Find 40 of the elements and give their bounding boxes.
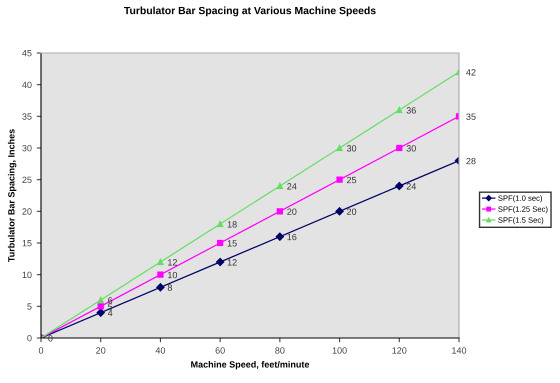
data-label: 24 (406, 183, 416, 190)
y-tick-label: 10 (22, 272, 32, 278)
y-tick-label: 45 (22, 50, 32, 56)
x-tick-label: 120 (392, 347, 406, 354)
x-tick-label: 40 (156, 347, 166, 354)
x-tick-label: 0 (38, 347, 44, 354)
chart-title: Turbulator Bar Spacing at Various Machine Speeds (124, 6, 376, 16)
x-tick-label: 140 (452, 347, 466, 354)
data-label: 30 (346, 145, 356, 152)
y-tick-label: 25 (22, 176, 32, 184)
data-label: 10 (168, 272, 178, 278)
data-label: 28 (466, 158, 476, 164)
y-tick-label: 20 (22, 208, 32, 215)
data-label: 18 (228, 221, 237, 228)
data-label: 12 (168, 259, 177, 266)
x-axis-title: Machine Speed, feet/minute (191, 361, 310, 370)
data-label: 4 (108, 310, 112, 316)
y-axis-title: Turbulator Bar Spacing, Inches (8, 129, 16, 262)
data-label: 35 (466, 114, 476, 120)
data-label: 12 (228, 259, 237, 266)
x-tick-label: 80 (275, 347, 285, 354)
x-tick-label: 60 (216, 347, 225, 354)
data-label: 36 (406, 107, 416, 114)
y-tick-label: 5 (27, 303, 32, 310)
data-label: 16 (287, 234, 296, 240)
data-label: 30 (406, 145, 416, 152)
y-tick-label: 30 (22, 144, 32, 152)
x-tick-label: 20 (96, 347, 106, 354)
data-label: 15 (228, 240, 237, 247)
data-label: 20 (287, 208, 296, 215)
data-label: 24 (287, 183, 297, 190)
data-label: 8 (168, 284, 172, 291)
y-tick-label: 40 (22, 82, 32, 88)
y-tick-label: 35 (22, 113, 32, 120)
data-label: 20 (346, 208, 356, 215)
y-tick-label: 0 (27, 334, 32, 342)
data-label: 42 (466, 69, 476, 76)
x-tick-label: 100 (332, 347, 347, 354)
y-tick-label: 15 (22, 240, 32, 246)
data-label: 25 (346, 176, 356, 184)
